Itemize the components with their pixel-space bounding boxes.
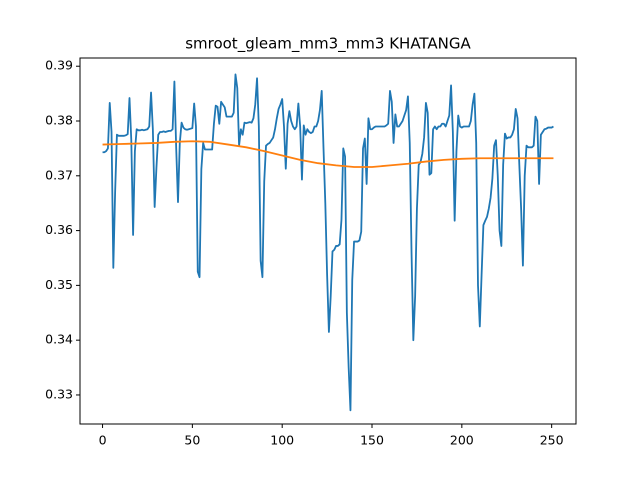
y-tick-label: 0.39: [45, 58, 73, 73]
x-tick-label: 50: [184, 433, 200, 448]
y-tick-label: 0.33: [45, 386, 73, 401]
x-tick-label: 100: [270, 433, 294, 448]
x-tick-label: 250: [540, 433, 564, 448]
y-tick-label: 0.37: [45, 167, 73, 182]
plot-frame: [79, 57, 577, 425]
y-tick-label: 0.36: [45, 222, 73, 237]
data-line: [102, 140, 554, 168]
y-tick-label: 0.35: [45, 277, 73, 292]
x-tick-label: 150: [360, 433, 384, 448]
y-tick-label: 0.38: [45, 113, 73, 128]
x-tick-label: 0: [99, 433, 107, 448]
y-tick-label: 0.34: [45, 332, 73, 347]
x-tick-label: 200: [450, 433, 474, 448]
data-line: [102, 73, 554, 412]
chart-title: smroot_gleam_mm3_mm3 KHATANGA: [185, 35, 471, 54]
